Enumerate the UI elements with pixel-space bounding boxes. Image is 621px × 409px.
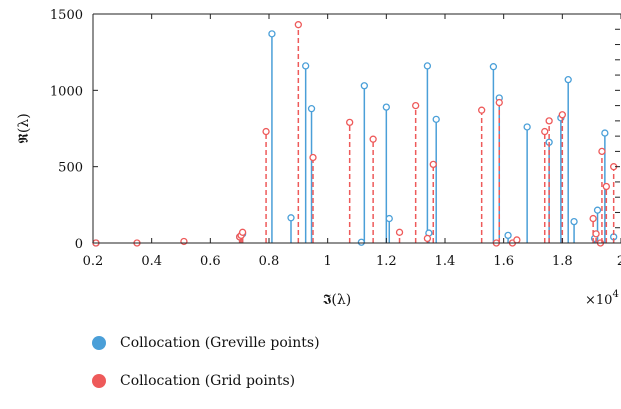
y-tick-label: 1000 <box>50 84 83 99</box>
stem-marker <box>541 127 549 136</box>
y-tick-label: 1500 <box>50 8 83 23</box>
legend-swatch-greville <box>92 336 106 350</box>
stem-marker <box>360 82 368 90</box>
stem-marker <box>495 98 503 107</box>
stem-marker <box>589 214 597 223</box>
legend-item-greville: Collocation (Greville points) <box>92 333 320 353</box>
x-axis-label: 𝕴(λ) <box>323 292 351 308</box>
stem-marker <box>287 214 295 222</box>
x-axis-exponent: ×104 <box>585 289 619 308</box>
stem-marker <box>489 63 498 71</box>
stem-marker <box>545 117 553 125</box>
stem-marker <box>262 127 270 136</box>
stem-marker <box>523 123 531 131</box>
stem-marker <box>592 230 600 238</box>
x-tick-label: 2 <box>617 254 621 269</box>
stem-marker <box>478 106 486 114</box>
x-tick-label: 0.8 <box>259 254 280 269</box>
stem-marker <box>423 62 432 70</box>
stem-marker <box>180 237 188 246</box>
stem-marker <box>432 115 440 123</box>
y-tick-label: 0 <box>75 237 83 252</box>
legend-swatch-grid <box>92 374 106 388</box>
x-tick-label: 1 <box>324 254 332 269</box>
x-tick-label: 1.4 <box>435 254 456 269</box>
stem-marker <box>513 236 521 244</box>
legend-label-grid: Collocation (Grid points) <box>120 373 296 389</box>
stem-marker <box>593 206 602 214</box>
stem-marker <box>346 118 354 127</box>
x-tick-label: 0.4 <box>141 254 162 269</box>
x-tick-label: 1.8 <box>552 254 573 269</box>
legend-label-greville: Collocation (Greville points) <box>120 335 320 351</box>
stem-marker <box>309 153 317 162</box>
stem-chart: 0.2 0.4 0.6 0.8 1 1.2 1.4 1.6 1.8 2 0 500 1000 1500 𝕽… <box>16 8 621 308</box>
x-tick-label: 1.6 <box>493 254 514 269</box>
stem-marker <box>570 217 578 226</box>
x-tick-label: 1.2 <box>376 254 397 269</box>
stem-marker <box>268 30 276 38</box>
stem-marker <box>357 238 366 246</box>
y-tick-label: 500 <box>58 161 83 176</box>
stem-marker <box>598 147 606 156</box>
x-exponent-base: ×10 <box>585 293 612 308</box>
stem-marker <box>385 214 393 223</box>
stem-marker <box>602 182 610 191</box>
legend-item-grid: Collocation (Grid points) <box>92 371 320 391</box>
stem-marker <box>294 21 302 29</box>
stem-marker <box>382 103 390 111</box>
stem-marker <box>302 62 310 70</box>
stem-marker <box>429 160 437 169</box>
stem-marker <box>369 135 377 143</box>
x-tick-label: 0.2 <box>83 254 104 269</box>
stem-marker <box>504 231 512 240</box>
stem-marker <box>307 105 316 113</box>
stem-marker <box>423 234 432 243</box>
legend: Collocation (Greville points) Collocatio… <box>92 333 320 409</box>
series-grid <box>92 21 618 247</box>
x-exponent-power: 4 <box>612 289 618 300</box>
y-axis-label: 𝕽(λ) <box>16 113 32 143</box>
stem-marker <box>412 101 420 110</box>
stem-marker <box>558 111 566 119</box>
x-tick-label: 0.6 <box>200 254 221 269</box>
stem-marker <box>238 228 247 236</box>
axes: 0.2 0.4 0.6 0.8 1 1.2 1.4 1.6 1.8 2 0 500 1000 1500 <box>50 8 621 269</box>
series-greville <box>92 30 618 247</box>
stem-marker <box>601 129 609 137</box>
stem-marker <box>564 75 572 84</box>
stem-marker <box>395 228 404 236</box>
